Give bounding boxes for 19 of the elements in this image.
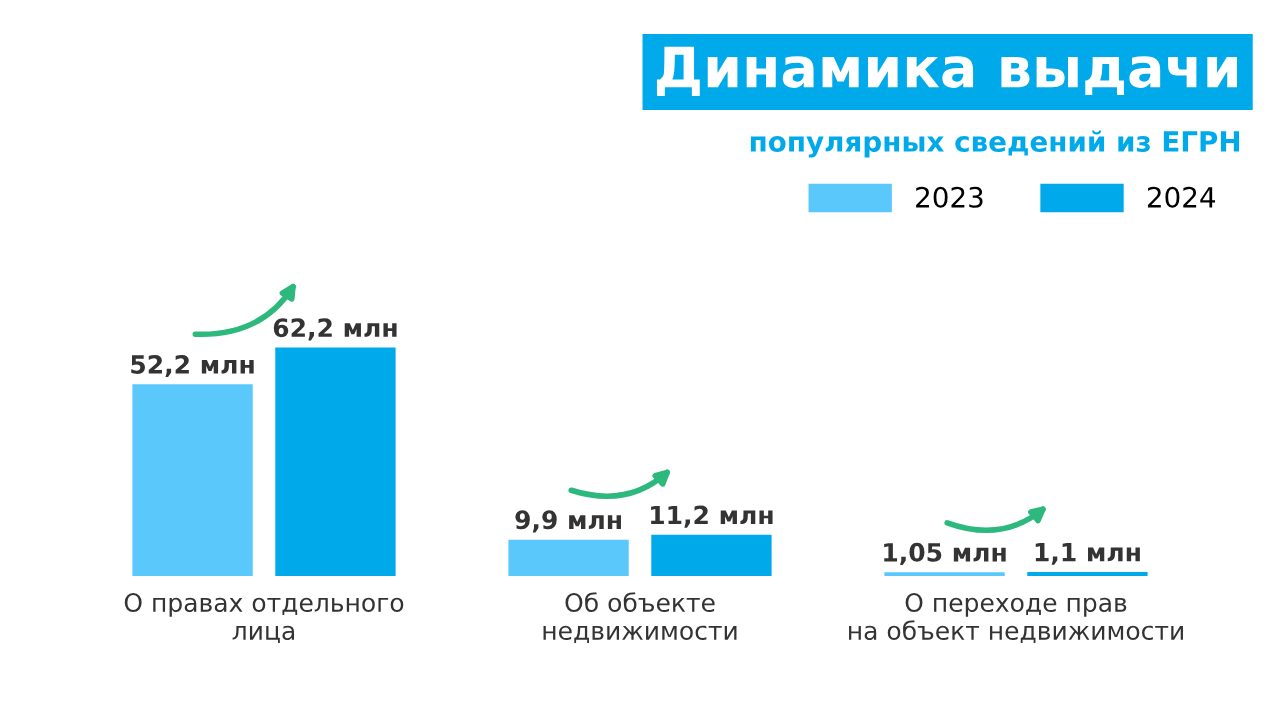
data-label: 52,2 млн	[131, 355, 254, 378]
x-tick-label: О переходе прав на объект недвижимости	[849, 593, 1183, 644]
bar	[132, 384, 253, 576]
x-tick-label: Об объекте недвижимости	[543, 592, 737, 644]
bar	[508, 539, 629, 576]
legend-label: 2023	[916, 186, 983, 208]
chart-subtitle: популярных сведений из ЕГРН	[750, 130, 1240, 158]
bar	[1027, 571, 1148, 576]
data-label: 11,2 млн	[651, 505, 773, 528]
data-label: 1,1 млн	[1035, 542, 1140, 565]
bar	[275, 347, 396, 576]
data-label: 1,05 млн	[884, 542, 1006, 565]
data-label: 9,9 млн	[515, 510, 621, 533]
data-label: 62,2 млн	[273, 318, 397, 341]
legend-label: 2024	[1147, 186, 1216, 208]
bar	[651, 534, 772, 576]
x-tick-label: О правах отдельного лица	[124, 593, 404, 644]
chart-title: Динамика выдачи	[656, 46, 1237, 97]
bar	[884, 572, 1005, 576]
